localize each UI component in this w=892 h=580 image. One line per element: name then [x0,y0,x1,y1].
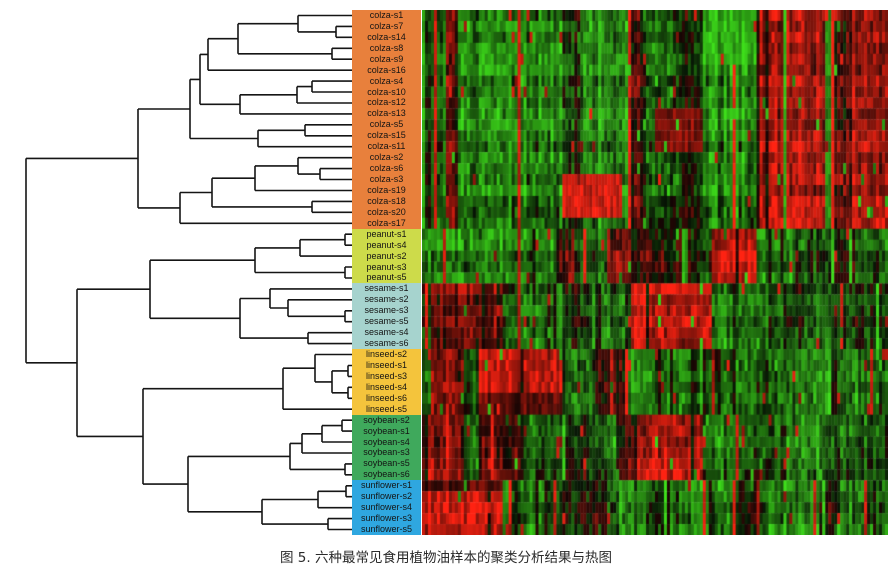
sample-label: peanut-s4 [352,239,421,251]
sample-label: soybean-s5 [352,458,421,470]
sample-label: linseed-s3 [352,370,421,382]
sample-label: linseed-s4 [352,381,421,393]
sample-label: soybean-s4 [352,436,421,448]
sample-label: colza-s9 [352,53,421,65]
sample-label: colza-s3 [352,174,421,185]
sample-label: sesame-s1 [352,283,421,295]
sample-label: colza-s13 [352,108,421,120]
dendrogram [25,14,352,531]
sample-label: colza-s14 [352,31,421,43]
sample-label: sesame-s4 [352,327,421,339]
sample-label: sesame-s6 [352,338,421,350]
sample-label: linseed-s2 [352,349,421,360]
sample-label: sesame-s5 [352,316,421,328]
sample-label: linseed-s5 [352,403,421,415]
sample-label: colza-s20 [352,206,421,218]
sample-label: peanut-s1 [352,228,421,240]
heatmap [422,10,888,535]
sample-label: sunflower-s5 [352,524,421,535]
sample-label: soybean-s6 [352,469,421,481]
sample-label: colza-s17 [352,217,421,229]
sample-label: colza-s5 [352,119,421,131]
sample-label: peanut-s3 [352,261,421,273]
sample-label: colza-s12 [352,97,421,109]
sample-label: colza-s4 [352,75,421,87]
sample-label: sesame-s2 [352,294,421,306]
sample-label: linseed-s6 [352,392,421,404]
sample-label: colza-s8 [352,42,421,54]
sample-label: soybean-s1 [352,425,421,437]
sample-label: linseed-s1 [352,360,421,371]
sample-label: colza-s19 [352,185,421,196]
sample-label: colza-s6 [352,163,421,175]
sample-label: peanut-s2 [352,250,421,262]
sample-label: sunflower-s1 [352,480,421,492]
sample-label: colza-s10 [352,86,421,98]
sample-label: colza-s11 [352,141,421,153]
sample-label: sunflower-s3 [352,513,421,525]
figure-caption: 图 5. 六种最常见食用植物油样本的聚类分析结果与热图 [280,550,612,566]
sample-label: colza-s18 [352,195,421,207]
sample-label: colza-s2 [352,152,421,164]
sample-label: colza-s15 [352,130,421,142]
sample-label: colza-s7 [352,20,421,32]
sample-label: sunflower-s4 [352,502,421,514]
sample-label: sunflower-s2 [352,491,421,503]
sample-label: peanut-s5 [352,272,421,284]
sample-label: colza-s1 [352,10,421,21]
sample-label: soybean-s3 [352,447,421,459]
sample-label: colza-s16 [352,64,421,76]
sample-label: sesame-s3 [352,305,421,317]
sample-label: soybean-s2 [352,414,421,426]
